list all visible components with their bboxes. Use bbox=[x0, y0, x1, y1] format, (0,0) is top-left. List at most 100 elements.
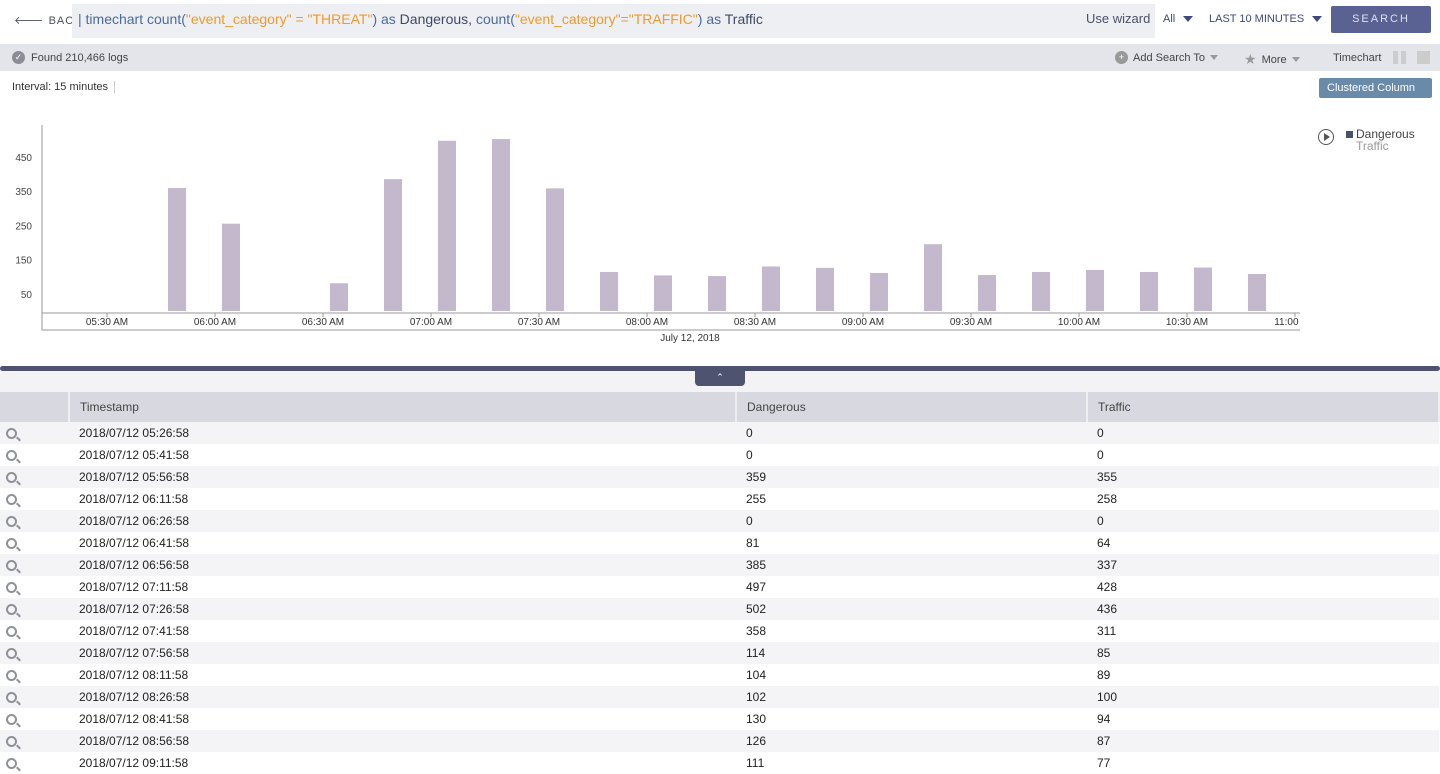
bar-dangerous[interactable] bbox=[1248, 274, 1266, 311]
inspect-cell[interactable] bbox=[0, 598, 69, 620]
use-wizard-link[interactable]: Use wizard bbox=[1086, 11, 1151, 26]
bar-dangerous[interactable] bbox=[546, 188, 564, 311]
inspect-cell[interactable] bbox=[0, 488, 69, 510]
bar-dangerous[interactable] bbox=[708, 276, 726, 311]
magnifier-icon[interactable] bbox=[6, 516, 17, 527]
play-icon[interactable] bbox=[1318, 129, 1334, 145]
bar-dangerous[interactable] bbox=[330, 283, 348, 311]
magnifier-icon[interactable] bbox=[6, 692, 17, 703]
magnifier-icon[interactable] bbox=[6, 560, 17, 571]
legend-item-dangerous[interactable]: Dangerous bbox=[1346, 127, 1415, 141]
x-axis-label: July 12, 2018 bbox=[660, 333, 720, 344]
bar-dangerous[interactable] bbox=[600, 271, 618, 311]
magnifier-icon[interactable] bbox=[6, 494, 17, 505]
bar-dangerous[interactable] bbox=[816, 267, 834, 311]
table-row[interactable]: 2018/07/12 08:56:58 126 87 bbox=[0, 730, 1439, 752]
inspect-cell[interactable] bbox=[0, 664, 69, 686]
table-row[interactable]: 2018/07/12 07:26:58 502 436 bbox=[0, 598, 1439, 620]
magnifier-icon[interactable] bbox=[6, 758, 17, 769]
x-tick-label: 07:00 AM bbox=[410, 317, 452, 328]
magnifier-icon[interactable] bbox=[6, 736, 17, 747]
bar-dangerous[interactable] bbox=[870, 272, 888, 311]
bar-dangerous[interactable] bbox=[438, 140, 456, 311]
column-header-traffic[interactable]: Traffic bbox=[1087, 392, 1440, 422]
bar-dangerous[interactable] bbox=[1086, 269, 1104, 311]
bar-dangerous[interactable] bbox=[168, 188, 186, 311]
inspect-cell[interactable] bbox=[0, 686, 69, 708]
bar-dangerous[interactable] bbox=[222, 223, 240, 311]
bar-dangerous[interactable] bbox=[1140, 271, 1158, 311]
magnifier-icon[interactable] bbox=[6, 472, 17, 483]
inspect-cell[interactable] bbox=[0, 730, 69, 752]
x-tick-label: 08:00 AM bbox=[626, 317, 668, 328]
magnifier-icon[interactable] bbox=[6, 604, 17, 615]
inspect-cell[interactable] bbox=[0, 532, 69, 554]
table-row[interactable]: 2018/07/12 05:41:58 0 0 bbox=[0, 444, 1439, 466]
full-view-icon[interactable] bbox=[1416, 51, 1430, 64]
magnifier-icon[interactable] bbox=[6, 450, 17, 461]
add-search-to-button[interactable]: + Add Search To bbox=[1115, 51, 1218, 64]
bar-dangerous[interactable] bbox=[384, 179, 402, 311]
pane-divider[interactable] bbox=[0, 366, 1440, 371]
magnifier-icon[interactable] bbox=[6, 714, 17, 725]
table-row[interactable]: 2018/07/12 07:11:58 497 428 bbox=[0, 576, 1439, 598]
magnifier-icon[interactable] bbox=[6, 582, 17, 593]
bar-dangerous[interactable] bbox=[1194, 267, 1212, 311]
split-view-icon[interactable] bbox=[1392, 51, 1406, 64]
cell-dangerous: 111 bbox=[746, 756, 765, 770]
chart-type-dropdown[interactable]: Clustered Column bbox=[1319, 78, 1432, 112]
cell-traffic: 0 bbox=[1087, 510, 1439, 532]
scope-select[interactable]: All bbox=[1163, 13, 1194, 25]
view-selector: Timechart bbox=[1333, 51, 1430, 64]
query-input[interactable]: | timechart count("event_category" = "TH… bbox=[72, 4, 1155, 38]
magnifier-icon[interactable] bbox=[6, 428, 17, 439]
table-row[interactable]: 2018/07/12 09:11:58 111 77 bbox=[0, 752, 1439, 774]
inspect-cell[interactable] bbox=[0, 620, 69, 642]
time-range-select[interactable]: LAST 10 MINUTES bbox=[1209, 13, 1323, 25]
table-row[interactable]: 2018/07/12 06:26:58 0 0 bbox=[0, 510, 1439, 532]
table-row[interactable]: 2018/07/12 08:11:58 104 89 bbox=[0, 664, 1439, 686]
inspect-cell[interactable] bbox=[0, 752, 69, 774]
magnifier-icon[interactable] bbox=[6, 626, 17, 637]
inspect-cell[interactable] bbox=[0, 554, 69, 576]
table-row[interactable]: 2018/07/12 08:26:58 102 100 bbox=[0, 686, 1439, 708]
bar-dangerous[interactable] bbox=[1032, 271, 1050, 311]
inspect-cell[interactable] bbox=[0, 510, 69, 532]
magnifier-icon[interactable] bbox=[6, 648, 17, 659]
table-row[interactable]: 2018/07/12 05:26:58 0 0 bbox=[0, 422, 1439, 444]
bar-dangerous[interactable] bbox=[762, 266, 780, 311]
inspect-cell[interactable] bbox=[0, 466, 69, 488]
interval-label: Interval: 15 minutes bbox=[12, 81, 115, 93]
collapse-handle[interactable]: ⌃ bbox=[695, 369, 745, 386]
x-tick-label: 09:00 AM bbox=[842, 317, 884, 328]
bar-dangerous[interactable] bbox=[978, 275, 996, 311]
column-header-timestamp[interactable]: Timestamp bbox=[69, 392, 737, 422]
chevron-down-icon bbox=[1209, 55, 1218, 60]
search-button[interactable]: SEARCH bbox=[1331, 6, 1431, 33]
table-row[interactable]: 2018/07/12 05:56:58 359 355 bbox=[0, 466, 1439, 488]
cell-dangerous: 0 bbox=[736, 422, 1087, 444]
table-row[interactable]: 2018/07/12 06:56:58 385 337 bbox=[0, 554, 1439, 576]
table-row[interactable]: 2018/07/12 07:56:58 114 85 bbox=[0, 642, 1439, 664]
inspect-cell[interactable] bbox=[0, 642, 69, 664]
cell-dangerous: 102 bbox=[736, 686, 1087, 708]
inspect-cell[interactable] bbox=[0, 444, 69, 466]
bar-dangerous[interactable] bbox=[492, 139, 510, 311]
magnifier-icon[interactable] bbox=[6, 538, 17, 549]
table-row[interactable]: 2018/07/12 07:41:58 358 311 bbox=[0, 620, 1439, 642]
inspect-cell[interactable] bbox=[0, 422, 69, 444]
magnifier-icon[interactable] bbox=[6, 670, 17, 681]
inspect-cell[interactable] bbox=[0, 708, 69, 730]
legend-item-traffic[interactable]: Traffic bbox=[1356, 139, 1389, 153]
table-row[interactable]: 2018/07/12 08:41:58 130 94 bbox=[0, 708, 1439, 730]
x-tick-label: 07:30 AM bbox=[518, 317, 560, 328]
column-header-dangerous[interactable]: Dangerous bbox=[736, 392, 1088, 422]
table-row[interactable]: 2018/07/12 06:41:58 81 64 bbox=[0, 532, 1439, 554]
cell-dangerous: 126 bbox=[736, 730, 1087, 752]
cell-timestamp: 2018/07/12 07:11:58 bbox=[79, 580, 189, 594]
bar-dangerous[interactable] bbox=[654, 275, 672, 311]
more-button[interactable]: ★ More bbox=[1244, 51, 1300, 68]
table-row[interactable]: 2018/07/12 06:11:58 255 258 bbox=[0, 488, 1439, 510]
inspect-cell[interactable] bbox=[0, 576, 69, 598]
bar-dangerous[interactable] bbox=[924, 244, 942, 311]
